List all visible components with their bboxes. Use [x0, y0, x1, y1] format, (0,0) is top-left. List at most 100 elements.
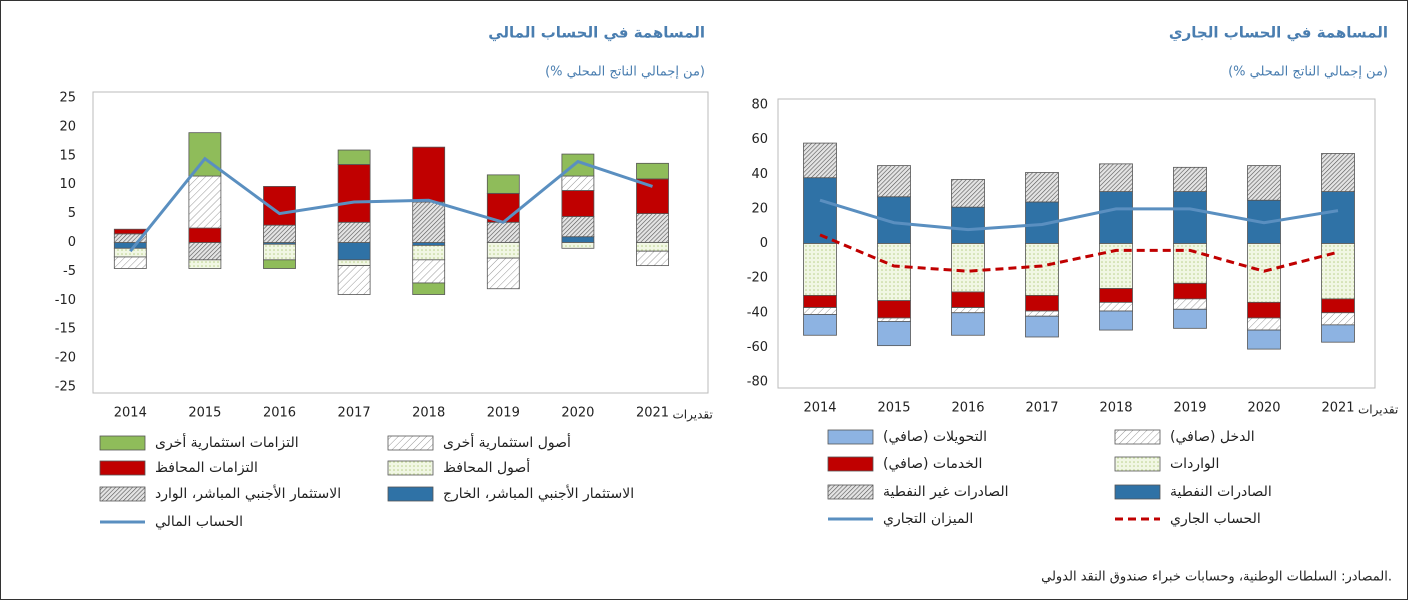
x-tick-label: 2015: [877, 401, 910, 416]
chart-title: المساهمة في الحساب الجاري: [1169, 24, 1388, 43]
y-tick-label: 20: [751, 201, 768, 216]
bar-segment: [1321, 191, 1355, 244]
legend-swatch: [387, 435, 434, 451]
y-tick-label: -15: [55, 322, 76, 337]
bar-segment: [561, 216, 595, 238]
legend-swatch: [827, 484, 874, 500]
x-tick-label: 2017: [338, 406, 371, 421]
bar-segment: [337, 242, 371, 261]
bar-segment: [1025, 172, 1059, 203]
bar-segment: [803, 307, 837, 315]
line-series: [819, 233, 1339, 273]
legend-label: الدخل (صافي): [1170, 429, 1255, 445]
legend-swatch: [99, 435, 146, 451]
y-tick-label: 0: [760, 236, 768, 251]
bar-segment: [877, 317, 911, 322]
bar-segment: [486, 221, 520, 243]
bar-segment: [486, 192, 520, 223]
bar-segment: [1321, 312, 1355, 326]
bar-segment: [1099, 163, 1133, 192]
legend-label: الصادرات النفطية: [1170, 484, 1272, 500]
line-series: [129, 156, 653, 253]
bar-segment: [263, 259, 296, 269]
bar-segment: [337, 149, 371, 165]
legend-label: الصادرات غير النفطية: [883, 484, 1008, 500]
y-tick-label: -80: [747, 375, 768, 390]
bar-segment: [337, 164, 371, 223]
bar-segment: [561, 175, 595, 191]
legend-swatch: [99, 460, 146, 476]
x-tick-label: 2018: [412, 406, 445, 421]
bar-segment: [636, 250, 669, 267]
bar-segment: [951, 291, 985, 308]
legend-label: التزامات استثمارية أخرى: [155, 433, 299, 451]
legend-label: الواردات: [1170, 456, 1219, 472]
bar-segment: [951, 179, 985, 208]
bar-segment: [1025, 243, 1059, 296]
x-tick-label: 2019: [487, 406, 520, 421]
bar-segment: [1321, 243, 1355, 300]
bar-segment: [1247, 243, 1281, 303]
bar-segment: [113, 256, 147, 269]
bar-segment: [561, 153, 595, 177]
source-note: المصادر: السلطات الوطنية، وحسابات خبراء …: [1041, 570, 1392, 585]
legend-swatch: [1114, 456, 1161, 472]
bar-segment: [263, 243, 296, 261]
bar-segment: [803, 142, 837, 179]
bar-segment: [1247, 165, 1281, 201]
bar-segment: [1173, 191, 1207, 244]
legend-swatch: [387, 460, 434, 476]
x-tick-label: 2016: [263, 406, 296, 421]
bar-segment: [188, 242, 222, 261]
bar-segment: [803, 295, 837, 308]
x-tick-label: 2021: [1321, 401, 1354, 416]
bar-segment: [636, 242, 669, 252]
bar-segment: [877, 321, 911, 347]
x-tick-label: 2021: [636, 406, 669, 421]
bar-segment: [412, 146, 446, 203]
x-tick-label: 2017: [1025, 401, 1058, 416]
x-tick-label: 2020: [1247, 401, 1280, 416]
y-tick-label: -10: [55, 293, 76, 308]
bar-segment: [1247, 317, 1281, 331]
bar-segment: [1099, 310, 1133, 331]
legend-label: أصول استثمارية أخرى: [443, 433, 571, 451]
bar-segment: [561, 190, 595, 217]
bar-segment: [337, 265, 371, 295]
y-tick-label: -5: [63, 264, 76, 279]
bar-segment: [636, 178, 669, 214]
bar-segment: [188, 259, 222, 269]
bar-segment: [1247, 301, 1281, 319]
legend-label: التزامات المحافظ: [155, 460, 258, 476]
bar-segment: [188, 175, 222, 229]
bar-segment: [1321, 324, 1355, 343]
legend-label: التحويلات (صافي): [883, 429, 987, 445]
bar-segment: [1099, 288, 1133, 303]
bar-segment: [803, 177, 837, 244]
y-tick-label: 0: [68, 235, 76, 250]
estimate-label: تقديرات: [1358, 403, 1398, 418]
y-tick-label: 5: [68, 206, 76, 221]
bar-segment: [1173, 166, 1207, 192]
bar-segment: [951, 312, 985, 336]
y-tick-label: 80: [751, 98, 768, 113]
y-tick-label: -25: [55, 380, 76, 395]
y-tick-label: -20: [55, 351, 76, 366]
legend-swatch: [387, 486, 434, 502]
y-tick-label: -20: [747, 271, 768, 286]
x-tick-label: 2014: [803, 401, 836, 416]
bar-segment: [1173, 298, 1207, 310]
legend-label: الميزان التجاري: [883, 511, 973, 527]
y-tick-label: 20: [59, 119, 76, 134]
legend-label: أصول المحافظ: [443, 458, 530, 476]
y-tick-label: 60: [751, 132, 768, 147]
chart-subtitle: (% من إجمالي الناتج المحلي): [545, 65, 705, 80]
bar-segment: [951, 307, 985, 314]
legend-swatch: [1114, 429, 1161, 445]
x-tick-label: 2019: [1173, 401, 1206, 416]
legend-swatch: [827, 456, 874, 472]
bar-segment: [1173, 308, 1207, 329]
bar-segment: [412, 201, 446, 243]
bar-segment: [1025, 310, 1059, 317]
